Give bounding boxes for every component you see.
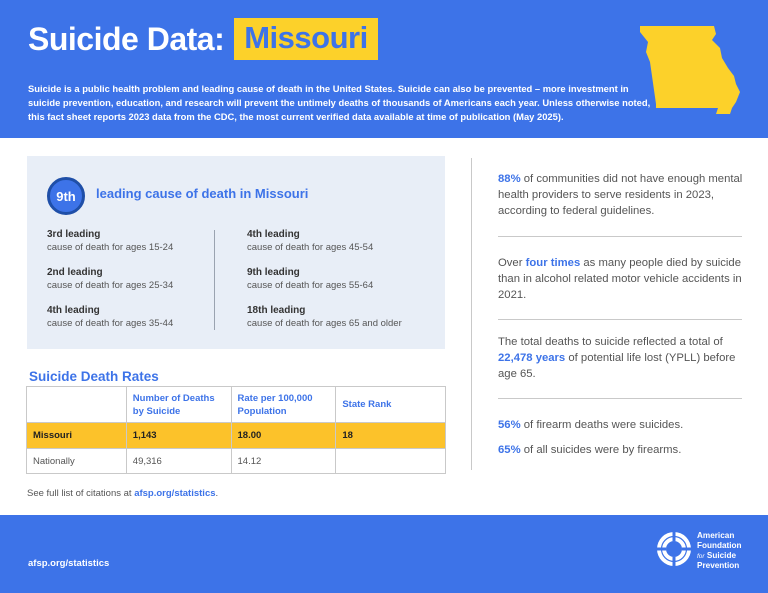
title-state-highlight: Missouri [234, 18, 378, 60]
fact-highlight: 56% [498, 419, 521, 431]
fact-text: of all suicides were by firearms. [520, 444, 682, 456]
life-ring-icon [657, 532, 691, 566]
table-header-cell: Rate per 100,000 Population [230, 386, 337, 423]
table-header-cell: State Rank [335, 386, 446, 423]
table-cell: Missouri [26, 422, 127, 449]
age-rank-item: 9th leading cause of death for ages 55-6… [247, 266, 427, 304]
fact-text: of communities did not have enough menta… [498, 173, 743, 217]
table-cell: 14.12 [230, 448, 337, 474]
fact-divider [498, 236, 742, 237]
age-rank-desc: cause of death for ages 35-44 [47, 318, 174, 329]
table-header-row: Number of Deaths by Suicide Rate per 100… [26, 386, 446, 423]
table-cell [335, 448, 446, 474]
fact-highlight: 65% [498, 444, 521, 456]
fact-firearm-deaths: 56% of firearm deaths were suicides. [498, 417, 743, 433]
citations-note: See full list of citations at afsp.org/s… [27, 488, 218, 499]
table-header-cell: Number of Deaths by Suicide [125, 386, 232, 423]
fact-text: of potential life lost (YPLL) before age… [498, 352, 736, 380]
fact-divider [498, 398, 742, 399]
logo-line: Foundation [697, 540, 742, 550]
age-rank-desc: cause of death for ages 65 and older [247, 318, 402, 329]
table-cell: 18.00 [230, 422, 337, 449]
age-rank-item: 3rd leading cause of death for ages 15-2… [47, 228, 227, 266]
citations-end: . [215, 488, 219, 499]
table-row-state: Missouri 1,143 18.00 18 [26, 422, 446, 449]
rank-badge: 9th [47, 177, 85, 215]
logo-wordmark: American Foundation for Suicide Preventi… [697, 531, 742, 571]
table-header-cell [26, 386, 127, 423]
vertical-divider [471, 158, 472, 470]
age-rank-column-right: 4th leading cause of death for ages 45-5… [247, 228, 427, 342]
fact-text: as many people died by suicide than in a… [498, 257, 742, 301]
fact-text: Over [498, 257, 526, 269]
age-rank-title: 9th leading [247, 267, 300, 278]
footer-banner: afsp.org/statistics American Foundation … [0, 515, 768, 593]
fact-highlight: four times [525, 257, 581, 269]
title-prefix: Suicide Data: [28, 20, 225, 57]
fact-divider [498, 319, 742, 320]
page-title: Suicide Data: Missouri [28, 18, 378, 60]
age-rank-desc: cause of death for ages 25-34 [47, 280, 174, 291]
fact-ypll: The total deaths to suicide reflected a … [498, 334, 743, 382]
logo-line-suicide: Suicide [706, 550, 736, 560]
age-rank-item: 4th leading cause of death for ages 45-5… [247, 228, 427, 266]
logo-line: for Suicide [697, 551, 742, 562]
missouri-map-icon [640, 26, 740, 114]
age-rank-title: 2nd leading [47, 267, 103, 278]
age-rank-title: 3rd leading [47, 229, 101, 240]
age-rank-title: 18th leading [247, 305, 306, 316]
age-rank-item: 18th leading cause of death for ages 65 … [247, 304, 427, 342]
age-rank-item: 4th leading cause of death for ages 35-4… [47, 304, 227, 342]
logo-line: Prevention [697, 561, 740, 571]
age-rank-item: 2nd leading cause of death for ages 25-3… [47, 266, 227, 304]
logo-line: American [697, 531, 735, 540]
rates-table: Number of Deaths by Suicide Rate per 100… [26, 386, 446, 474]
age-rank-column-left: 3rd leading cause of death for ages 15-2… [47, 228, 227, 342]
age-rank-title: 4th leading [247, 229, 300, 240]
intro-paragraph: Suicide is a public health problem and l… [28, 83, 651, 122]
footer-link[interactable]: afsp.org/statistics [28, 558, 110, 569]
fact-highlight: 22,478 years [498, 352, 566, 364]
rates-title: Suicide Death Rates [29, 369, 159, 384]
leading-cause-panel: 9th leading cause of death in Missouri 3… [27, 156, 445, 349]
rank-label: leading cause of death in Missouri [96, 186, 309, 201]
fact-suicides-by-firearms: 65% of all suicides were by firearms. [498, 442, 743, 458]
header-banner: Suicide Data: Missouri Suicide is a publ… [0, 0, 768, 138]
table-cell: Nationally [26, 448, 127, 474]
table-cell: 18 [335, 422, 446, 449]
table-cell: 1,143 [125, 422, 232, 449]
table-cell: 49,316 [125, 448, 232, 474]
age-rank-desc: cause of death for ages 55-64 [247, 280, 374, 291]
age-rank-title: 4th leading [47, 305, 100, 316]
fact-providers: 88% of communities did not have enough m… [498, 171, 743, 219]
citations-text: See full list of citations at [27, 488, 135, 499]
column-divider [214, 230, 215, 330]
fact-text: The total deaths to suicide reflected a … [498, 336, 723, 348]
citations-link[interactable]: afsp.org/statistics [134, 488, 216, 499]
table-row-national: Nationally 49,316 14.12 [26, 448, 446, 474]
age-rank-desc: cause of death for ages 15-24 [47, 242, 174, 253]
fact-text: of firearm deaths were suicides. [520, 419, 684, 431]
fact-alcohol-comparison: Over four times as many people died by s… [498, 255, 743, 303]
fact-highlight: 88% [498, 173, 521, 185]
logo-for: for [697, 552, 705, 560]
age-rank-desc: cause of death for ages 45-54 [247, 242, 374, 253]
